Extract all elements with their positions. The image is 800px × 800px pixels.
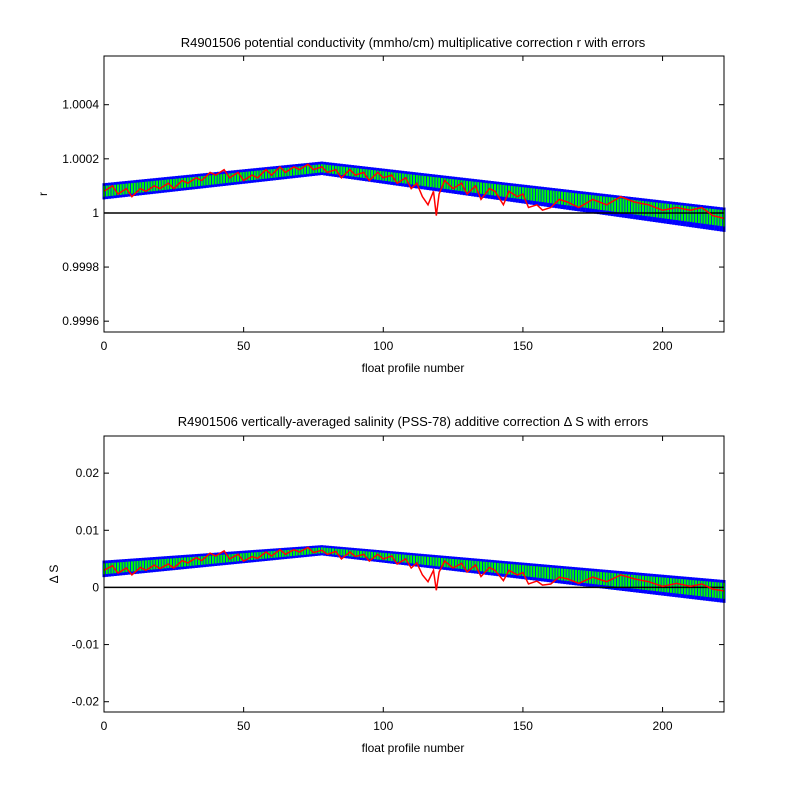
correction-fit-line — [103, 546, 725, 592]
ticks-top: 0 50 100 150 200 0.9996 0.9998 1 1.0002 1.0004 — [62, 56, 724, 353]
correction-fit-line — [103, 163, 725, 220]
y-tick-label: 0.9996 — [62, 314, 99, 328]
ticks-bottom: 0 50 100 150 200 -0.02 -0.01 0 0.01 0.02 — [72, 436, 724, 733]
y-tick-label: 0.02 — [76, 466, 100, 480]
chart-panel-bottom: R4901506 vertically-averaged salinity (P… — [47, 414, 726, 755]
outer-error-band — [102, 545, 726, 603]
y-tick-label: 1 — [92, 206, 99, 220]
x-tick-label: 0 — [101, 719, 108, 733]
y-tick-label: -0.01 — [72, 638, 100, 652]
y-tick-label: 1.0002 — [62, 152, 99, 166]
x-axis-label-bottom: float profile number — [362, 741, 465, 755]
plot-area-top — [102, 161, 726, 232]
plot-area-bottom — [102, 545, 726, 603]
axes-frame-bottom — [103, 435, 725, 713]
chart-panel-top: R4901506 potential conductivity (mmho/cm… — [36, 35, 726, 375]
x-axis-label-top: float profile number — [362, 361, 465, 375]
chart-title-bottom: R4901506 vertically-averaged salinity (P… — [178, 414, 649, 429]
y-tick-label: 0 — [92, 580, 99, 594]
y-tick-label: 1.0004 — [62, 98, 99, 112]
x-tick-label: 200 — [653, 339, 673, 353]
y-axis-label-top: r — [36, 192, 50, 196]
x-tick-label: 100 — [373, 719, 393, 733]
axes-frame-top — [103, 55, 725, 333]
x-tick-label: 0 — [101, 339, 108, 353]
y-tick-label: 0.01 — [76, 523, 100, 537]
y-tick-label: 0.9998 — [62, 260, 99, 274]
chart-title-top: R4901506 potential conductivity (mmho/cm… — [181, 35, 646, 50]
x-tick-label: 200 — [653, 719, 673, 733]
x-tick-label: 50 — [237, 719, 251, 733]
y-axis-label-bottom: Δ S — [47, 565, 61, 584]
x-tick-label: 50 — [237, 339, 251, 353]
x-tick-label: 150 — [513, 339, 533, 353]
x-tick-label: 100 — [373, 339, 393, 353]
outer-error-band — [102, 161, 726, 232]
x-tick-label: 150 — [513, 719, 533, 733]
y-tick-label: -0.02 — [72, 695, 100, 709]
